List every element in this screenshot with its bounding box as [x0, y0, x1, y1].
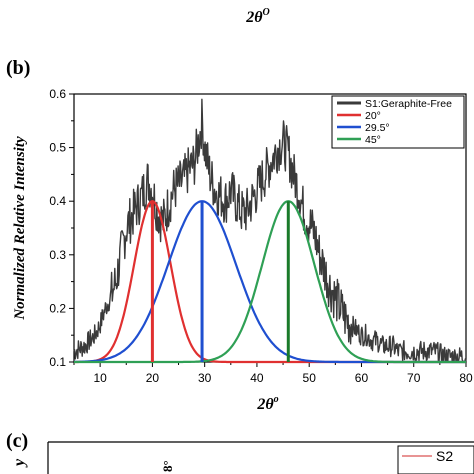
x-tick-label: 80 [459, 371, 473, 385]
legend-label: 45° [365, 134, 381, 146]
series-line-fit-46 [74, 200, 466, 364]
panel-c-label: (c) [6, 430, 28, 452]
legend-label: 29.5° [365, 122, 390, 134]
x-tick-label: 60 [355, 371, 369, 385]
y-tick-label: 0.4 [49, 194, 66, 208]
series-line-s1 [73, 98, 467, 363]
x-tick-label: 10 [93, 371, 107, 385]
x-tick-label: 20 [146, 371, 160, 385]
y-tick-label: 0.2 [49, 301, 66, 315]
top-xlabel: 2θO [245, 7, 270, 26]
x-axis: 10 20 30 40 50 60 70 80 [73, 362, 473, 385]
panel-c-partial-text: 8° [160, 460, 175, 472]
panel-c-partial-ylabel: y [11, 458, 28, 468]
series-layer [73, 98, 467, 364]
x-tick-label: 50 [303, 371, 317, 385]
y-axis: 0.1 0.2 0.3 0.4 0.5 0.6 [49, 87, 74, 369]
y-tick-label: 0.6 [49, 87, 66, 101]
legend-label: 20° [365, 110, 381, 122]
y-axis-label: Normalized Relative Intensity [12, 136, 28, 321]
x-tick-label: 70 [407, 371, 421, 385]
x-tick-label: 30 [198, 371, 212, 385]
legend-label: S1:Geraphite-Free [365, 98, 452, 110]
y-tick-label: 0.3 [49, 248, 66, 262]
y-tick-label: 0.1 [49, 355, 66, 369]
y-tick-label: 0.5 [49, 141, 66, 155]
panel-c-legend-box [397, 445, 474, 474]
panel-c-legend-text: S2 [436, 448, 453, 464]
marker-layer [150, 201, 290, 362]
x-axis-label: 2θo [256, 394, 278, 413]
x-tick-label: 40 [250, 371, 264, 385]
panel-b-label: (b) [6, 57, 30, 79]
plot-area: 0.1 0.2 0.3 0.4 0.5 0.6 10 20 30 40 50 60 70 80 [49, 87, 473, 385]
